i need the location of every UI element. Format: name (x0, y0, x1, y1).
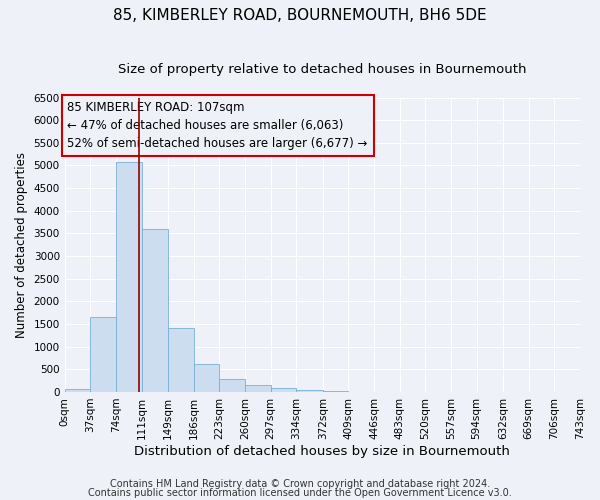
Bar (220, 379, 245, 392)
Bar (116, 162, 142, 392)
Bar (142, 230, 168, 392)
Bar (65, 389, 91, 392)
Text: Contains public sector information licensed under the Open Government Licence v3: Contains public sector information licen… (88, 488, 512, 498)
Bar (271, 388, 296, 392)
Text: 85, KIMBERLEY ROAD, BOURNEMOUTH, BH6 5DE: 85, KIMBERLEY ROAD, BOURNEMOUTH, BH6 5DE (113, 8, 487, 22)
Y-axis label: Number of detached properties: Number of detached properties (15, 152, 28, 338)
Title: Size of property relative to detached houses in Bournemouth: Size of property relative to detached ho… (118, 62, 527, 76)
Bar (296, 390, 323, 392)
Bar (168, 328, 194, 392)
X-axis label: Distribution of detached houses by size in Bournemouth: Distribution of detached houses by size … (134, 444, 510, 458)
Text: Contains HM Land Registry data © Crown copyright and database right 2024.: Contains HM Land Registry data © Crown c… (110, 479, 490, 489)
Text: 85 KIMBERLEY ROAD: 107sqm
← 47% of detached houses are smaller (6,063)
52% of se: 85 KIMBERLEY ROAD: 107sqm ← 47% of detac… (67, 101, 368, 150)
Bar (245, 386, 271, 392)
Bar (91, 317, 116, 392)
Bar (194, 364, 220, 392)
